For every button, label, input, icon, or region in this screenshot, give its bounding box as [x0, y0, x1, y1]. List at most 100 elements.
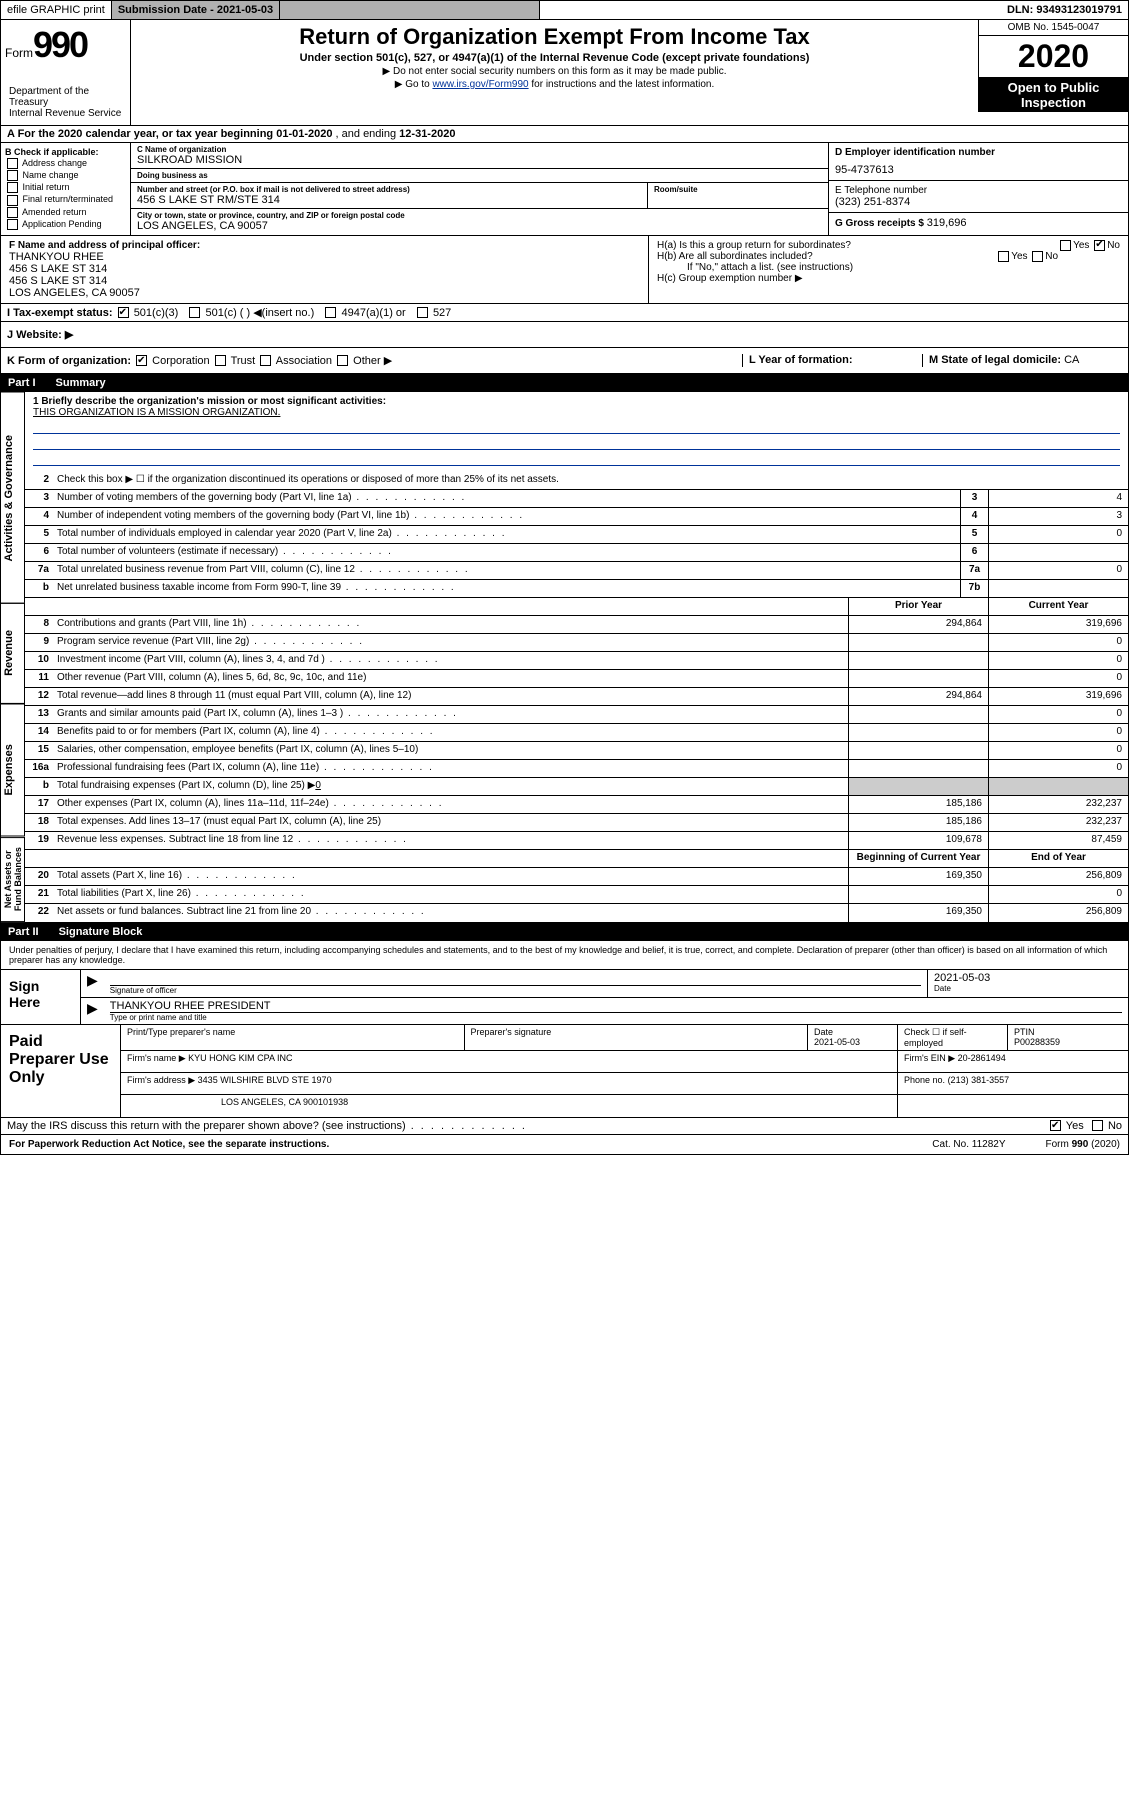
sig-line[interactable] — [110, 972, 921, 986]
discuss-no-chk[interactable] — [1092, 1120, 1103, 1131]
form-header: Form990 Department of the Treasury Inter… — [0, 20, 1129, 126]
city-val: LOS ANGELES, CA 90057 — [137, 220, 822, 232]
rev-c11: 0 — [988, 670, 1128, 687]
exp-c13: 0 — [988, 706, 1128, 723]
f-name: THANKYOU RHEE — [9, 251, 640, 263]
prep-h1: Print/Type preparer's name — [127, 1027, 458, 1037]
discuss-row: May the IRS discuss this return with the… — [0, 1118, 1129, 1135]
discuss-q: May the IRS discuss this return with the… — [7, 1120, 527, 1132]
hdr-curr: Current Year — [988, 598, 1128, 615]
f-lbl: F Name and address of principal officer: — [9, 240, 640, 251]
addr-row: Number and street (or P.O. box if mail i… — [131, 183, 828, 209]
gov-v5: 0 — [988, 526, 1128, 543]
chk-assoc[interactable] — [260, 355, 271, 366]
sig-date-lbl: Date — [934, 984, 1122, 993]
rev-c9: 0 — [988, 634, 1128, 651]
ein-block: D Employer identification number 95-4737… — [829, 143, 1128, 181]
ha-row: H(a) Is this a group return for subordin… — [657, 240, 1120, 251]
gov-l7b: Net unrelated business taxable income fr… — [53, 580, 960, 597]
exp-c14: 0 — [988, 724, 1128, 741]
colb-header: B Check if applicable: — [5, 147, 126, 157]
rowa-pre: A For the 2020 calendar year, or tax yea… — [7, 128, 276, 140]
part1-title: Summary — [56, 377, 106, 389]
ha-yes: Yes — [1073, 240, 1089, 251]
sign-here-grid: Sign Here ▶ Signature of officer 2021-05… — [1, 969, 1128, 1024]
net-l21: Total liabilities (Part X, line 26) — [53, 886, 848, 903]
prep-h3v: 2021-05-03 — [814, 1037, 891, 1047]
discuss-yes: Yes — [1066, 1120, 1084, 1132]
chk-amended[interactable]: Amended return — [5, 207, 126, 218]
chk-trust[interactable] — [215, 355, 226, 366]
sig-name-lbl: Type or print name and title — [110, 1013, 1122, 1022]
chk-address[interactable]: Address change — [5, 158, 126, 169]
exp-p13 — [848, 706, 988, 723]
m-val: CA — [1064, 354, 1079, 366]
form-number: 990 — [33, 24, 87, 65]
chk-other[interactable] — [337, 355, 348, 366]
hb-row: H(b) Are all subordinates included? Yes … — [657, 251, 1120, 262]
preparer-block: Paid Preparer Use Only Print/Type prepar… — [0, 1025, 1129, 1118]
addr-lbl: Number and street (or P.O. box if mail i… — [137, 185, 641, 194]
chk-pending[interactable]: Application Pending — [5, 219, 126, 230]
exp-c18: 232,237 — [988, 814, 1128, 831]
exp-l16b: Total fundraising expenses (Part IX, col… — [53, 778, 848, 795]
phone-val: (323) 251-8374 — [835, 196, 1122, 208]
prep-h2: Preparer's signature — [471, 1027, 802, 1037]
rev-c10: 0 — [988, 652, 1128, 669]
chk-527[interactable] — [417, 307, 428, 318]
room-lbl: Room/suite — [654, 185, 822, 194]
chk-name[interactable]: Name change — [5, 170, 126, 181]
exp-c16b — [988, 778, 1128, 795]
form-number-block: Form990 Department of the Treasury Inter… — [1, 20, 131, 125]
note-ssn: ▶ Do not enter social security numbers o… — [141, 66, 968, 77]
i-lbl: I Tax-exempt status: — [7, 307, 113, 319]
i-o1: 501(c)(3) — [134, 307, 179, 319]
chk-final[interactable]: Final return/terminated — [5, 194, 126, 205]
chk-corp[interactable] — [136, 355, 147, 366]
exp-p17: 185,186 — [848, 796, 988, 813]
chk-501c[interactable] — [189, 307, 200, 318]
sig-name: THANKYOU RHEE PRESIDENT — [110, 1000, 1122, 1013]
exp-l17: Other expenses (Part IX, column (A), lin… — [53, 796, 848, 813]
blank-button[interactable] — [280, 1, 540, 19]
exp-c16a: 0 — [988, 760, 1128, 777]
row-k: K Form of organization: Corporation Trus… — [0, 348, 1129, 374]
mission-block: 1 Briefly describe the organization's mi… — [25, 392, 1128, 472]
exp-p14 — [848, 724, 988, 741]
irs-link[interactable]: www.irs.gov/Form990 — [432, 79, 528, 90]
chk-4947[interactable] — [325, 307, 336, 318]
k-o1: Corporation — [152, 355, 209, 367]
col-b: B Check if applicable: Address change Na… — [1, 143, 131, 235]
exp-l18: Total expenses. Add lines 13–17 (must eq… — [53, 814, 848, 831]
org-name: SILKROAD MISSION — [137, 154, 822, 166]
chk-initial[interactable]: Initial return — [5, 182, 126, 193]
top-bar: efile GRAPHIC print Submission Date - 20… — [0, 0, 1129, 20]
gov-l7a: Total unrelated business revenue from Pa… — [53, 562, 960, 579]
mission-lbl: 1 Briefly describe the organization's mi… — [33, 396, 386, 407]
fh-row: F Name and address of principal officer:… — [0, 236, 1129, 304]
dba-lbl: Doing business as — [137, 171, 822, 180]
gov-v6 — [988, 544, 1128, 561]
summary-tabs: Activities & Governance Revenue Expenses… — [1, 392, 25, 922]
part1-num: Part I — [8, 377, 36, 389]
rev-l8: Contributions and grants (Part VIII, lin… — [53, 616, 848, 633]
submission-button[interactable]: Submission Date - 2021-05-03 — [112, 1, 280, 19]
gross-val: 319,696 — [927, 217, 967, 229]
gov-v7a: 0 — [988, 562, 1128, 579]
tax-year: 2020 — [978, 36, 1128, 78]
rev-p9 — [848, 634, 988, 651]
prep-h4[interactable]: Check ☐ if self-employed — [898, 1025, 1008, 1050]
omb-label: OMB No. 1545-0047 — [978, 20, 1128, 36]
chk-501c3[interactable] — [118, 307, 129, 318]
discuss-yes-chk[interactable] — [1050, 1120, 1061, 1131]
prep-firm-lbl: Firm's name ▶ — [127, 1053, 186, 1063]
dln-label: DLN: 93493123019791 — [1001, 1, 1128, 19]
discuss-no: No — [1108, 1120, 1122, 1132]
row-a: A For the 2020 calendar year, or tax yea… — [0, 126, 1129, 143]
title-block: Return of Organization Exempt From Incom… — [131, 20, 978, 125]
hb-no: No — [1045, 251, 1058, 262]
rev-p8: 294,864 — [848, 616, 988, 633]
ein-lbl: D Employer identification number — [835, 147, 1122, 158]
prep-addr1: 3435 WILSHIRE BLVD STE 1970 — [198, 1075, 332, 1085]
exp-p15 — [848, 742, 988, 759]
